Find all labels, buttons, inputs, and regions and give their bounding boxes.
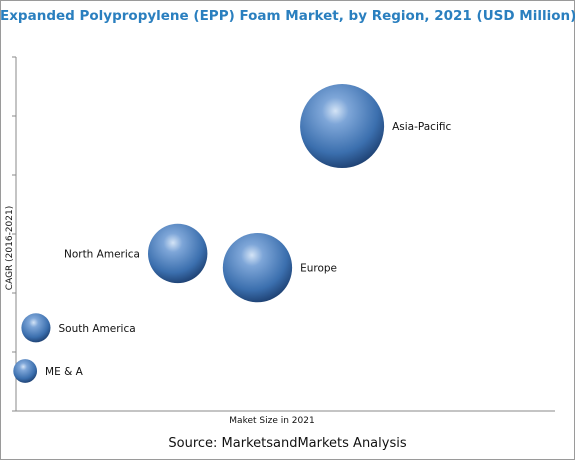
chart-title: Expanded Polypropylene (EPP) Foam Market…	[0, 8, 575, 24]
x-axis-label: Maket Size in 2021	[229, 416, 314, 426]
bubble-south-america	[21, 313, 51, 343]
bubble-north-america	[148, 223, 208, 284]
bubbles: Asia-Pacific North America Europe South Ame…	[13, 84, 451, 383]
bubble-label-asia-pacific: Asia-Pacific	[392, 121, 451, 133]
bubble-asia-pacific	[300, 84, 385, 169]
source-note: Source: MarketsandMarkets Analysis	[168, 436, 407, 451]
bubble-label-me-a: ME & A	[45, 366, 84, 378]
y-axis-label: CAGR (2016-2021)	[5, 206, 15, 290]
bubble-label-europe: Europe	[300, 263, 337, 275]
axes	[12, 56, 555, 412]
bubble-me-a	[13, 359, 38, 383]
bubble-europe	[222, 232, 293, 303]
bubble-label-north-america: North America	[64, 248, 140, 260]
bubble-label-south-america: South America	[58, 323, 135, 335]
